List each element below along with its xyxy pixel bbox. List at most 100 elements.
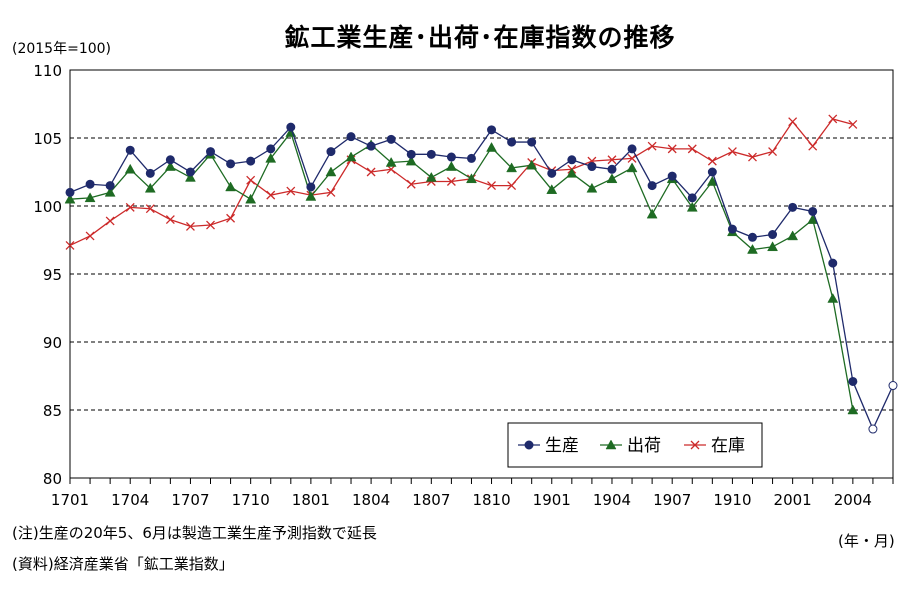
inventory-point xyxy=(647,141,657,151)
production-forecast-line xyxy=(852,381,894,431)
shipments-point xyxy=(84,192,96,203)
production-point xyxy=(848,376,858,386)
y-tick-label: 85 xyxy=(43,402,62,420)
shipments-point xyxy=(626,162,638,173)
inventory-point xyxy=(446,177,456,186)
y-tick-label: 105 xyxy=(33,130,62,148)
production-point xyxy=(366,141,376,151)
legend-marker-production xyxy=(524,440,534,450)
x-tick-label: 1710 xyxy=(232,491,270,509)
shipments-point xyxy=(144,182,156,193)
shipments-point xyxy=(305,190,317,201)
x-tick-label: 1801 xyxy=(292,491,330,509)
production-point xyxy=(647,181,657,191)
inventory-point xyxy=(748,152,757,162)
production-forecast-point xyxy=(888,381,898,391)
inventory-point xyxy=(326,187,336,197)
y-tick-label: 90 xyxy=(43,334,62,352)
inventory-point xyxy=(687,144,697,154)
plot-frame xyxy=(69,69,894,479)
shipments-point xyxy=(164,161,176,171)
production-point xyxy=(65,187,75,197)
shipments-line xyxy=(69,131,854,411)
shipments-point xyxy=(245,193,257,204)
x-tick-label: 2004 xyxy=(834,491,872,509)
legend-label-shipments: 出荷 xyxy=(627,436,661,456)
production-forecast-point xyxy=(868,424,878,434)
inventory-point xyxy=(286,186,296,196)
x-axis-unit-label: (年・月) xyxy=(838,532,895,550)
x-tick-label: 1810 xyxy=(472,491,510,509)
shipments-point xyxy=(506,162,518,173)
y-tick-label: 80 xyxy=(43,470,62,488)
inventory-point xyxy=(667,144,677,154)
inventory-point xyxy=(85,231,95,241)
production-point xyxy=(125,145,135,155)
inventory-point xyxy=(627,153,637,163)
shipments-point xyxy=(124,163,136,174)
inventory-point xyxy=(226,213,236,223)
production-point xyxy=(788,202,798,212)
source-note: (資料)経済産業省「鉱工業指数」 xyxy=(12,555,234,573)
production-point xyxy=(226,159,236,169)
inventory-point xyxy=(105,216,115,226)
x-tick-label: 1804 xyxy=(352,491,390,509)
inventory-line xyxy=(69,118,854,247)
production-point xyxy=(808,206,818,216)
inventory-point xyxy=(266,190,276,200)
shipments-point xyxy=(827,292,839,303)
inventory-point xyxy=(707,156,717,166)
production-point xyxy=(727,224,737,234)
legend-box xyxy=(507,422,763,468)
inventory-point xyxy=(206,220,215,230)
production-point xyxy=(426,149,436,159)
production-point xyxy=(607,164,617,174)
shipments-point xyxy=(747,244,758,254)
production-point xyxy=(687,193,697,203)
inventory-point xyxy=(727,147,737,157)
production-point xyxy=(145,168,155,178)
y-tick-label: 110 xyxy=(33,62,62,80)
production-point xyxy=(547,168,557,178)
inventory-point xyxy=(246,175,256,185)
production-point xyxy=(185,167,195,177)
shipments-point xyxy=(767,241,778,252)
x-tick-label: 1910 xyxy=(713,491,751,509)
inventory-point xyxy=(406,179,416,189)
inventory-point xyxy=(507,181,517,191)
legend-label-production: 生産 xyxy=(545,436,579,456)
y-tick-label: 95 xyxy=(43,266,62,284)
inventory-point xyxy=(808,141,818,151)
production-point xyxy=(828,258,838,268)
production-point xyxy=(527,137,537,147)
production-point xyxy=(266,144,276,154)
production-point xyxy=(707,167,717,177)
y-tick-label: 100 xyxy=(33,198,62,216)
legend-marker-inventory xyxy=(690,440,700,450)
shipments-point xyxy=(445,161,457,171)
x-tick-label: 2001 xyxy=(774,491,812,509)
x-tick-label: 1704 xyxy=(111,491,149,509)
shipments-point xyxy=(686,201,698,212)
shipments-point xyxy=(325,166,337,177)
shipments-point xyxy=(606,173,618,184)
inventory-point xyxy=(145,204,155,214)
inventory-point xyxy=(65,240,75,250)
inventory-point xyxy=(125,202,135,212)
production-point xyxy=(768,230,778,240)
production-point xyxy=(446,152,456,162)
shipments-point xyxy=(847,404,859,415)
shipments-point xyxy=(787,230,799,241)
inventory-point xyxy=(366,167,376,177)
production-point xyxy=(627,144,637,154)
chart-title: 鉱工業生産･出荷･在庫指数の推移 xyxy=(284,23,676,52)
production-point xyxy=(286,122,296,132)
footnote: (注)生産の20年5、6月は製造工業生産予測指数で延長 xyxy=(12,524,377,542)
shipments-point xyxy=(646,208,658,219)
shipments-point xyxy=(64,193,76,204)
shipments-point xyxy=(486,142,497,152)
x-tick-label: 1707 xyxy=(171,491,209,509)
shipments-point xyxy=(345,151,357,162)
